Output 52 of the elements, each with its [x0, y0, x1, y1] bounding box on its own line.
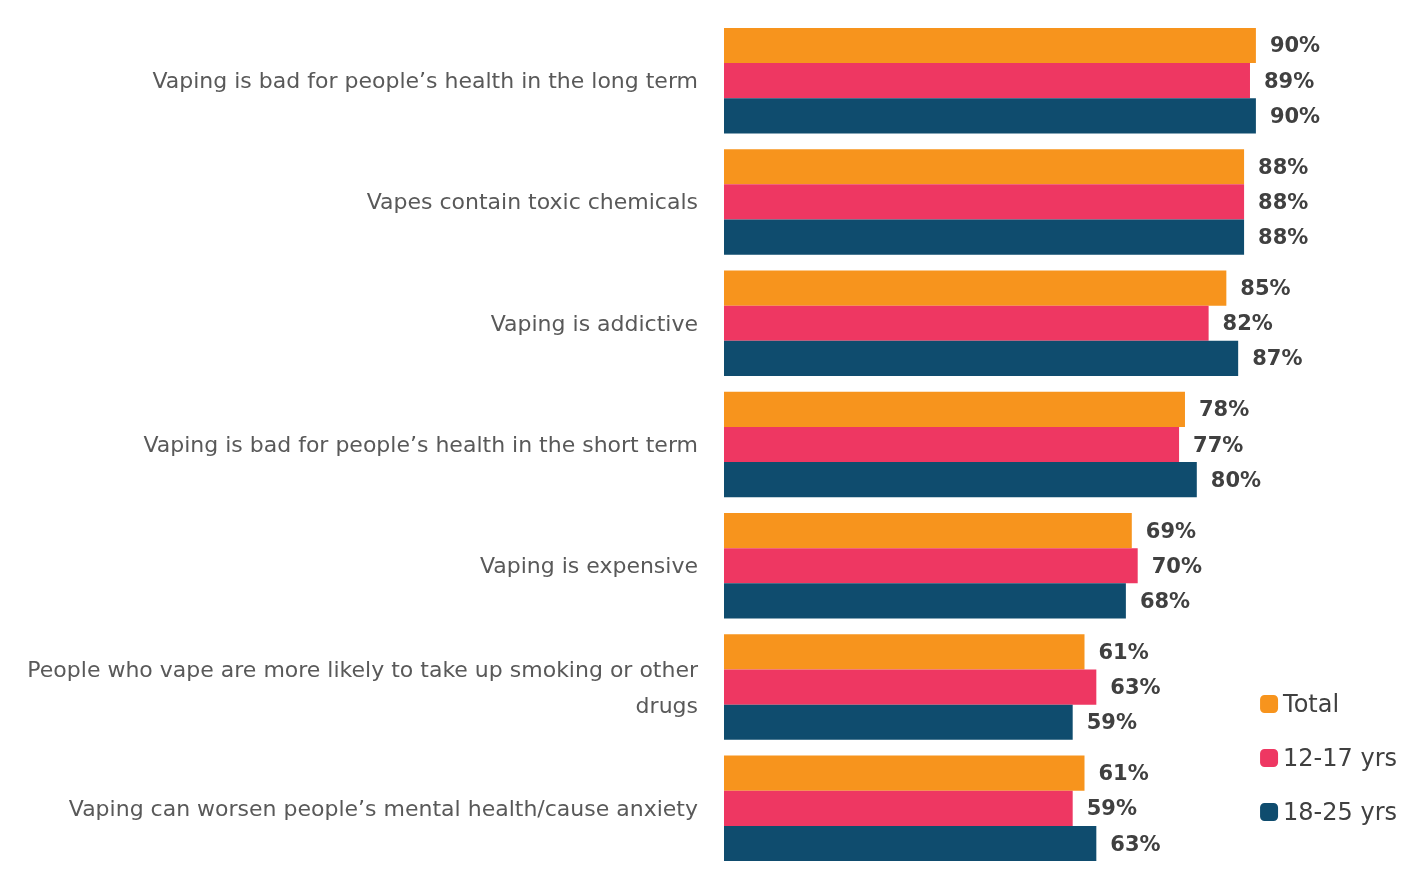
bar	[724, 149, 1245, 185]
data-label: 63%	[1110, 675, 1161, 700]
data-label: 59%	[1086, 710, 1137, 735]
y-tick-label: Vaping is addictive	[490, 310, 698, 336]
data-label: 87%	[1252, 346, 1303, 371]
bar	[724, 669, 1097, 705]
bar	[724, 513, 1132, 549]
data-label: 61%	[1098, 639, 1149, 664]
bar	[724, 340, 1239, 376]
bar	[724, 825, 1097, 862]
data-label: 68%	[1139, 588, 1191, 613]
bar	[724, 305, 1209, 341]
bar	[724, 790, 1073, 826]
data-label: 90%	[1269, 103, 1321, 128]
bar	[724, 219, 1245, 255]
legend-label: 18-25 yrs	[1283, 798, 1398, 826]
legend-label: 12-17 yrs	[1283, 744, 1398, 772]
bar	[724, 63, 1250, 99]
bar	[724, 548, 1138, 584]
bar	[724, 184, 1245, 220]
bar	[724, 27, 1256, 64]
data-label: 88%	[1258, 154, 1309, 179]
bar	[724, 462, 1197, 498]
bar	[724, 755, 1085, 791]
y-tick-label: Vaping is bad for people’s health in the short term	[143, 432, 698, 457]
bar	[724, 426, 1180, 463]
bar	[724, 98, 1256, 134]
data-label: 77%	[1193, 432, 1244, 457]
data-label: 89%	[1263, 68, 1315, 93]
data-label: 61%	[1098, 761, 1149, 786]
legend-label: Total	[1282, 690, 1340, 718]
data-label: 59%	[1086, 796, 1137, 821]
data-label: 63%	[1110, 831, 1161, 856]
bar	[724, 583, 1126, 619]
data-label: 78%	[1198, 397, 1250, 422]
y-tick-label: Vaping can worsen people’s mental health/cause anxiety	[68, 795, 698, 821]
data-label: 85%	[1240, 276, 1291, 301]
y-tick-label: Vaping is expensive	[479, 553, 698, 579]
bar	[724, 391, 1185, 427]
y-tick-label: People who vape are more likely to take up smoking or other drugs	[27, 656, 699, 718]
y-tick-label: Vapes contain toxic chemicals	[366, 189, 698, 215]
bar	[724, 634, 1085, 670]
data-label: 88%	[1258, 225, 1309, 250]
data-label: 88%	[1258, 189, 1309, 214]
data-label: 70%	[1151, 553, 1202, 578]
data-label: 80%	[1210, 467, 1262, 492]
data-label: 90%	[1269, 33, 1321, 58]
data-label: 69%	[1145, 518, 1197, 543]
bar	[724, 704, 1073, 740]
bar	[724, 270, 1227, 306]
data-label: 82%	[1222, 311, 1273, 336]
y-tick-label: Vaping is bad for people’s health in the long term	[152, 68, 698, 94]
